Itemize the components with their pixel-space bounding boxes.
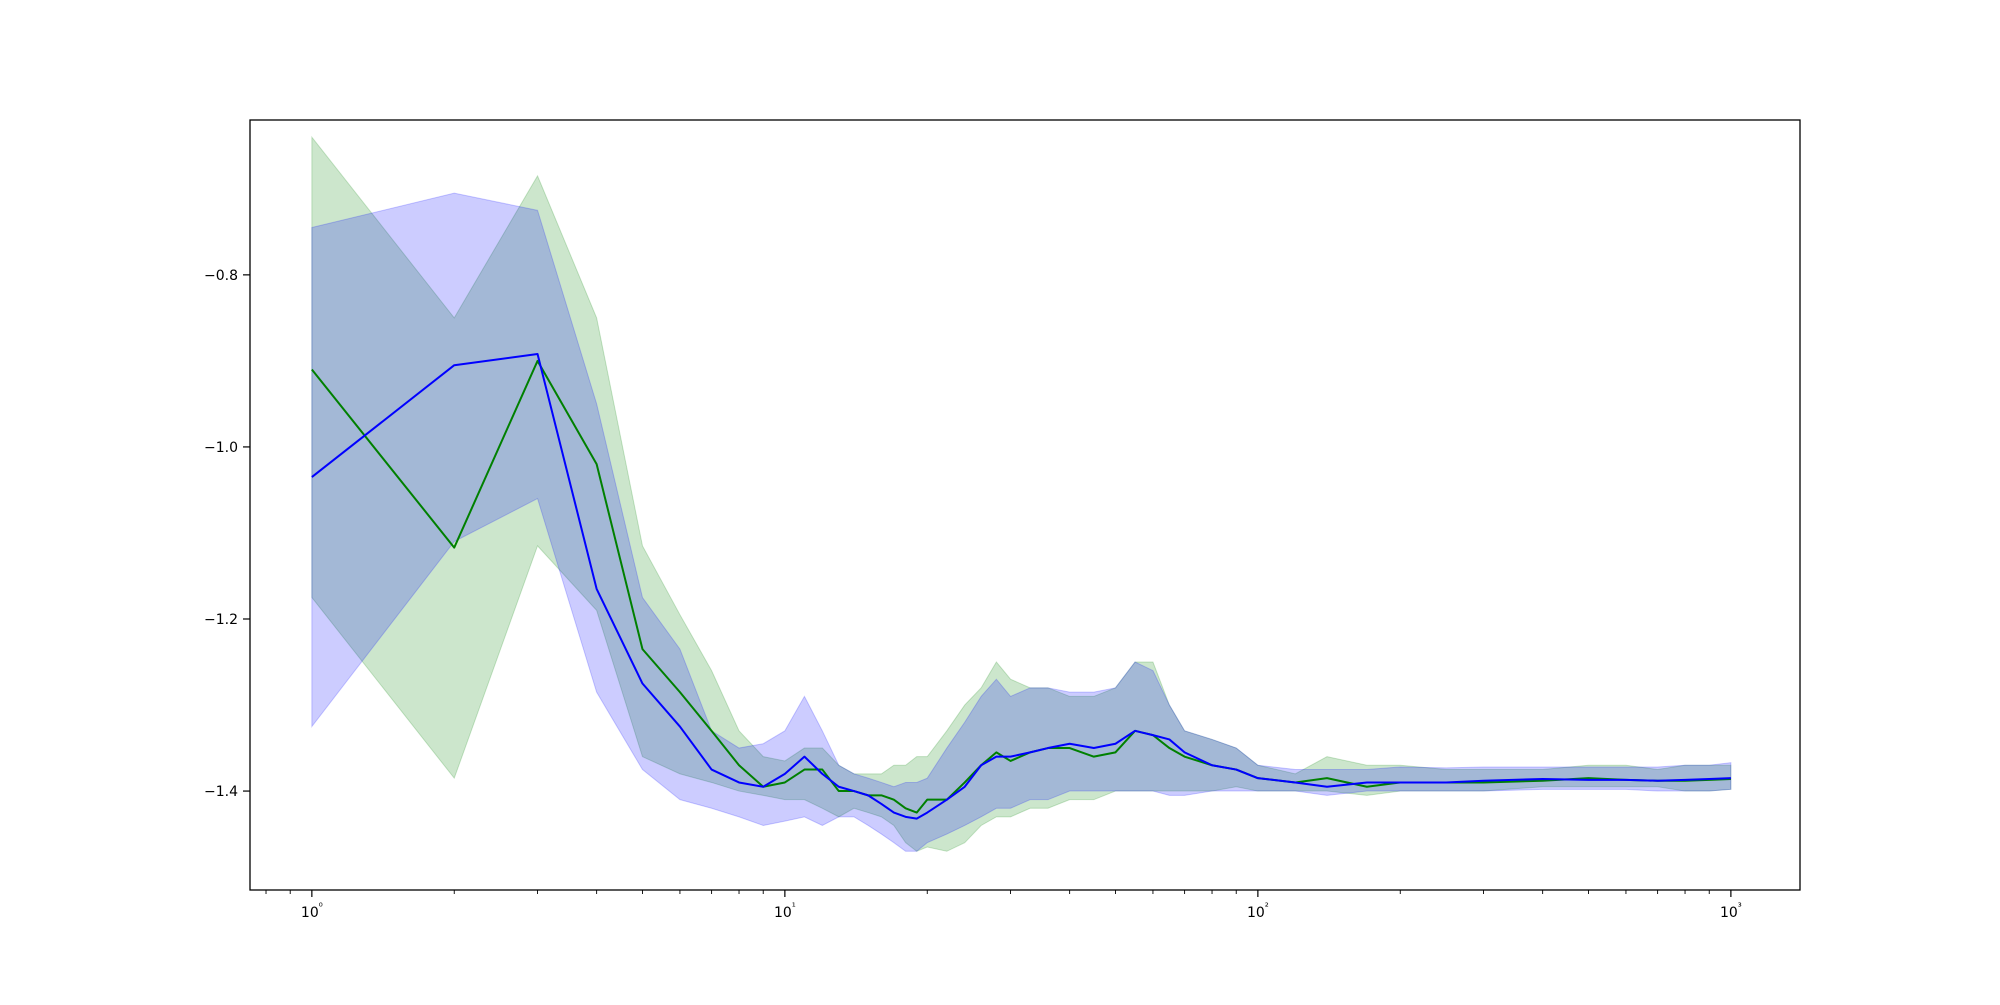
x-tick-label: 10¹ — [774, 902, 796, 921]
plot-area-frame — [249, 119, 1801, 891]
y-tick-label: −1.2 — [204, 612, 238, 628]
y-tick-label: −0.8 — [204, 268, 238, 284]
series-2-band — [311, 192, 1732, 852]
x-axis: 10⁰ 10¹ 10² 10³ — [265, 890, 1742, 921]
series-2-line — [311, 353, 1731, 820]
series-1-band — [311, 135, 1732, 852]
x-tick-label: 10³ — [1720, 902, 1742, 921]
x-tick-label: 10² — [1247, 902, 1269, 921]
x-tick-label: 10⁰ — [301, 902, 323, 921]
y-tick-label: −1.0 — [204, 440, 238, 456]
series-lines — [311, 353, 1731, 820]
plot-area-background — [250, 120, 1800, 890]
confidence-bands — [311, 135, 1732, 852]
y-axis: −0.8 −1.0 −1.2 −1.4 — [204, 268, 250, 800]
y-tick-label: −1.4 — [204, 784, 238, 800]
